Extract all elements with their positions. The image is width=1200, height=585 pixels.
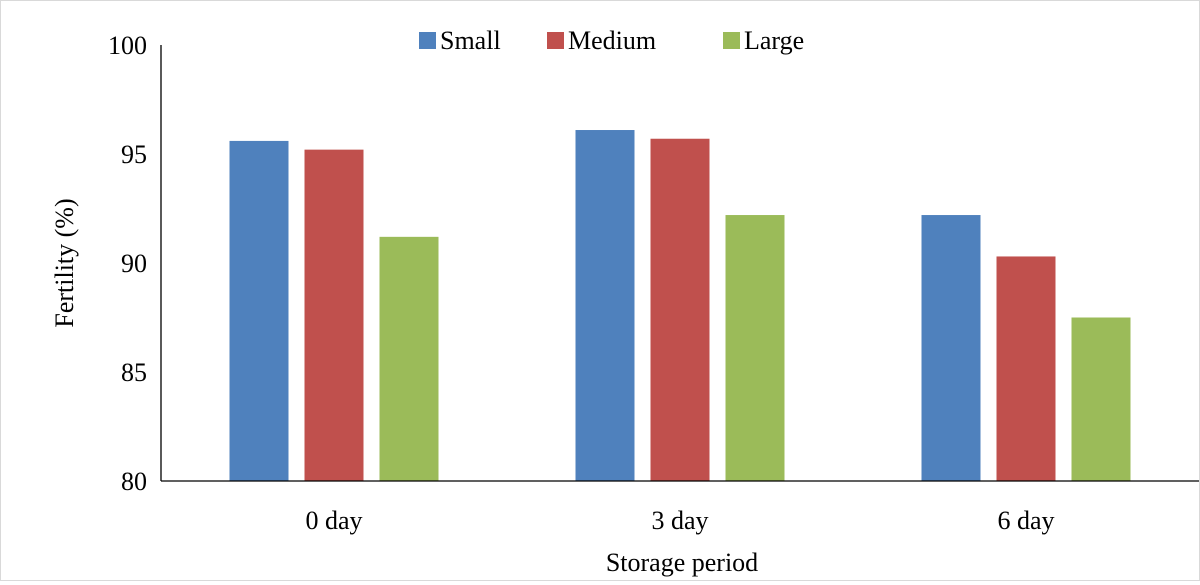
bar-large-1: [725, 215, 785, 482]
y-axis-title: Fertility (%): [50, 198, 79, 327]
legend-swatch-medium: [547, 32, 564, 49]
x-tick-label: 0 day: [305, 506, 362, 535]
legend-label-small: Small: [440, 26, 501, 55]
legend-swatch-large: [723, 32, 740, 49]
x-tick-label: 6 day: [997, 506, 1054, 535]
x-axis-title: Storage period: [606, 548, 758, 577]
bar-large-0: [379, 236, 439, 481]
y-tick-label: 95: [121, 140, 147, 169]
bar-medium-1: [650, 138, 710, 482]
axes-layer: [160, 45, 1199, 482]
x-tick-label: 3 day: [651, 506, 708, 535]
bars-layer: [229, 130, 1131, 482]
bar-small-0: [229, 140, 289, 482]
y-tick-label: 80: [121, 467, 147, 496]
y-tick-label: 100: [108, 31, 147, 60]
legend-label-medium: Medium: [568, 26, 656, 55]
y-tick-label: 90: [121, 249, 147, 278]
y-tick-labels: 80 85 90 95 100: [108, 31, 147, 496]
legend: Small Medium Large: [419, 26, 804, 55]
legend-label-large: Large: [744, 26, 804, 55]
bar-medium-0: [304, 149, 364, 481]
bar-small-2: [921, 215, 981, 482]
x-tick-labels: 0 day 3 day 6 day: [305, 506, 1054, 535]
legend-swatch-small: [419, 32, 436, 49]
bar-medium-2: [996, 256, 1056, 481]
bar-large-2: [1071, 317, 1131, 481]
bar-small-1: [575, 130, 635, 481]
y-tick-label: 85: [121, 358, 147, 387]
